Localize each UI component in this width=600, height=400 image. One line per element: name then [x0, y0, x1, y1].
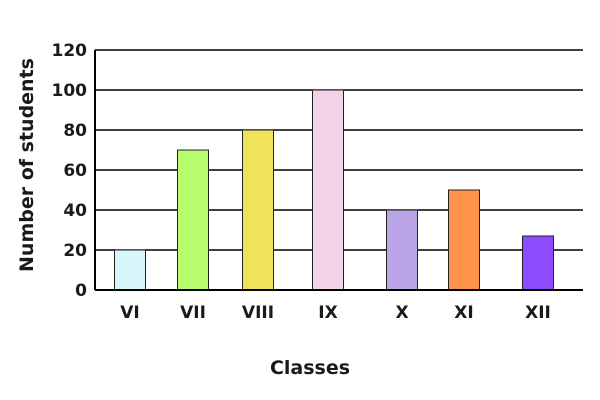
- x-axis-title: Classes: [270, 357, 350, 379]
- bar-xi: [448, 189, 480, 291]
- bar-vii: [177, 149, 209, 291]
- y-tick-label: 100: [52, 81, 88, 101]
- x-tick-label: XII: [525, 303, 551, 323]
- bar-ix: [312, 89, 344, 291]
- bar-xii: [522, 235, 554, 291]
- x-tick-label: IX: [318, 303, 337, 323]
- y-axis-title: Number of students: [16, 58, 38, 272]
- bar-viii: [242, 129, 274, 291]
- y-tick-label: 20: [63, 241, 87, 261]
- bar-vi: [114, 249, 146, 291]
- y-tick-label: 40: [63, 201, 87, 221]
- x-tick-label: VII: [180, 303, 206, 323]
- x-tick-label: VI: [120, 303, 139, 323]
- x-tick-label: VIII: [242, 303, 274, 323]
- y-tick-label: 60: [63, 161, 87, 181]
- y-tick-labels: 0 20 40 60 80 100 120: [52, 41, 88, 301]
- x-tick-labels: VI VII VIII IX X XI XII: [120, 303, 551, 323]
- y-tick-label: 0: [75, 281, 87, 301]
- bars: [114, 89, 554, 291]
- bar-x: [386, 209, 418, 291]
- x-tick-label: X: [395, 303, 408, 323]
- x-tick-label: XI: [454, 303, 473, 323]
- y-tick-label: 120: [52, 41, 88, 61]
- y-tick-label: 80: [63, 121, 87, 141]
